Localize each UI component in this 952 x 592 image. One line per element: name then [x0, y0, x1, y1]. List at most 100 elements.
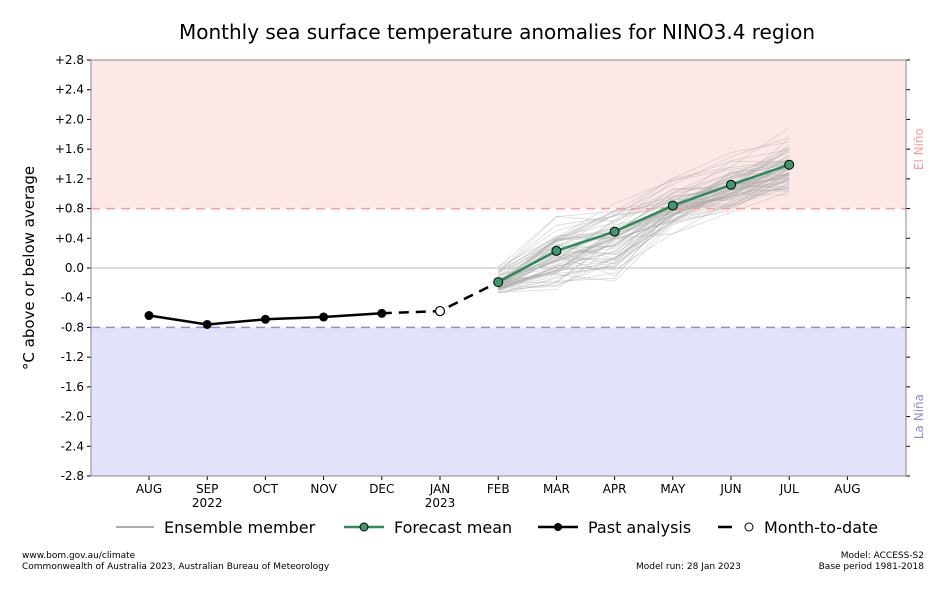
- past-analysis-point: [260, 314, 270, 324]
- legend-past: Past analysis: [538, 513, 691, 541]
- ensemble-member-line: [498, 182, 790, 288]
- forecast-mean-point: [493, 277, 504, 288]
- x-tick-label: DEC: [369, 482, 394, 496]
- ensemble-member-line: [497, 127, 790, 268]
- ensemble-member-line: [498, 187, 790, 289]
- ensemble-member-line: [498, 173, 790, 275]
- ensemble-member-line: [498, 161, 790, 280]
- ensemble-member-line: [498, 193, 790, 293]
- x-tick-label: JUN: [719, 482, 741, 496]
- ensemble-member-line: [498, 167, 790, 290]
- x-tick-label: APR: [603, 482, 627, 496]
- x-tick-label: SEP: [196, 482, 218, 496]
- legend-mtd: Month-to-date: [718, 513, 878, 541]
- x-tick-label: JAN: [429, 482, 451, 496]
- ensemble-member-line: [497, 177, 790, 290]
- ensemble-member-line: [498, 178, 790, 285]
- legend-forecast-label: Forecast mean: [394, 517, 513, 537]
- month-to-date-icon: [718, 522, 754, 532]
- legend-mtd-label: Month-to-date: [764, 517, 879, 537]
- ensemble-member-line: [497, 159, 790, 273]
- ensemble-member-line: [498, 160, 790, 267]
- y-tick-label: +1.6: [55, 142, 84, 156]
- footer-model-run: Model run: 28 Jan 2023: [636, 562, 741, 572]
- ensemble-member-line: [498, 160, 790, 281]
- y-tick-label: -2.0: [61, 410, 84, 424]
- ensemble-member-line: [497, 162, 790, 278]
- ensemble-member-line: [498, 177, 790, 284]
- y-tick-label: +0.4: [55, 231, 84, 245]
- y-tick-label: -1.2: [61, 350, 84, 364]
- y-tick-label: -0.8: [61, 320, 84, 334]
- ensemble-member-line: [497, 149, 790, 282]
- ensemble-member-line: [497, 171, 790, 289]
- el-nino-label: El Niño: [912, 128, 926, 170]
- x-tick-label: MAY: [660, 482, 686, 496]
- ensemble-member-line: [498, 164, 790, 281]
- ensemble-member-line: [497, 152, 790, 271]
- x-tick-label: OCT: [253, 482, 279, 496]
- y-tick-label: +2.8: [55, 53, 84, 67]
- ensemble-member-line: [497, 175, 790, 290]
- chart-title: Monthly sea surface temperature anomalie…: [179, 20, 815, 44]
- x-tick-label: AUG: [834, 482, 860, 496]
- past-analysis-icon: [538, 523, 578, 531]
- ensemble-member-line: [498, 174, 790, 282]
- ensemble-line-icon: [116, 526, 154, 528]
- past-analysis-point: [319, 312, 329, 322]
- footer-base-period: Base period 1981-2018: [818, 562, 924, 572]
- forecast-mean-line: [497, 163, 790, 284]
- x-year-label: 2023: [425, 496, 456, 510]
- el-nino-zone: [91, 60, 906, 209]
- past-analysis-point: [144, 311, 154, 321]
- forecast-mean-point: [726, 179, 736, 190]
- y-tick-label: -2.8: [61, 469, 84, 483]
- x-tick-label: AUG: [136, 482, 162, 496]
- footer-source: www.bom.gov.au/climate Commonwealth of A…: [22, 551, 329, 573]
- la-nina-label: La Niña: [912, 394, 926, 439]
- ensemble-member-line: [497, 141, 790, 272]
- ensemble-member-line: [498, 185, 790, 291]
- ensemble-member-line: [498, 168, 790, 286]
- past-analysis-point: [377, 308, 387, 318]
- x-tick-label: FEB: [487, 482, 510, 496]
- ensemble-member-line: [498, 188, 790, 289]
- forecast-mean-point: [609, 226, 620, 237]
- ensemble-member-line: [497, 156, 790, 276]
- ensemble-member-line: [498, 177, 790, 286]
- ensemble-member-line: [498, 187, 790, 285]
- nino34-chart: Monthly sea surface temperature anomalie…: [20, 20, 926, 510]
- ensemble-member-line: [497, 173, 790, 286]
- y-axis-label: °C above or below average: [20, 166, 38, 370]
- legend-ensemble: Ensemble member: [116, 513, 315, 541]
- legend-ensemble-label: Ensemble member: [164, 517, 316, 537]
- axes: +2.8 +2.4 +2.0 +1.6 +1.2 +0.8 +0.4 0.0 -0.4 -0.8 -…: [55, 53, 910, 510]
- plot-frame: [90, 59, 907, 477]
- ensemble-member-line: [498, 169, 790, 288]
- y-tick-label: +0.8: [55, 202, 84, 216]
- ensemble-member-line: [497, 160, 790, 273]
- ensemble-member-line: [498, 182, 790, 289]
- chart-legend: Ensemble member Forecast mean Past analy…: [0, 513, 952, 541]
- past-analysis-point: [202, 319, 212, 329]
- ensemble-member-line: [498, 138, 790, 271]
- ensemble-member-line: [498, 181, 790, 288]
- ensemble-member-line: [498, 183, 790, 291]
- forecast-mean-point: [667, 200, 678, 211]
- x-year-label: 2022: [192, 496, 223, 510]
- ensemble-member-line: [498, 169, 790, 294]
- ensemble-member-line: [498, 186, 790, 290]
- ensemble-member-line: [498, 154, 790, 288]
- x-tick-label: MAR: [543, 482, 570, 496]
- ensemble-member-line: [498, 144, 790, 273]
- ensemble-member-line: [497, 172, 790, 288]
- ensemble-member-line: [498, 173, 790, 290]
- y-tick-label: -0.4: [61, 291, 84, 305]
- ensemble-member-line: [498, 179, 790, 286]
- y-tick-label: +2.0: [55, 112, 84, 126]
- ensemble-member-line: [497, 149, 790, 274]
- y-tick-label: 0.0: [65, 261, 84, 275]
- ensemble-member-line: [497, 163, 790, 284]
- forecast-mean-point: [551, 245, 562, 256]
- forecast-mean-icon: [344, 522, 384, 532]
